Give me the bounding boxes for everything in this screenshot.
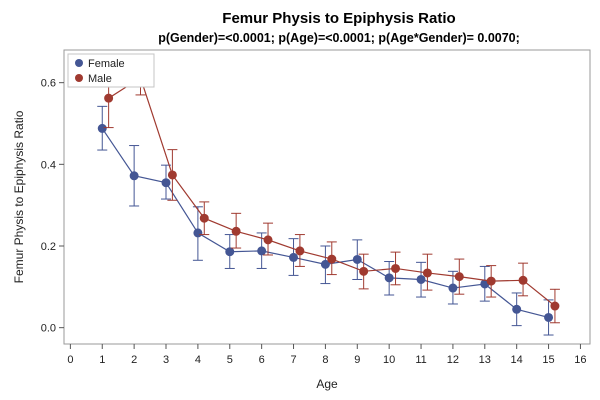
x-tick-label: 1 — [99, 354, 105, 366]
y-axis-title: Femur Physis to Epiphysis Ratio — [12, 110, 26, 283]
data-point — [97, 123, 107, 133]
data-point — [518, 275, 528, 285]
series-layer — [97, 59, 560, 336]
y-tick-label: 0.2 — [41, 241, 56, 253]
data-point — [422, 268, 432, 278]
data-point — [129, 171, 139, 181]
legend-label: Male — [88, 73, 112, 85]
x-tick-label: 9 — [354, 354, 360, 366]
chart-subtitle: p(Gender)=<0.0001; p(Age)=<0.0001; p(Age… — [158, 31, 520, 45]
data-point — [161, 178, 171, 188]
data-point — [384, 273, 394, 283]
y-axis: 0.0 0.2 0.4 0.6 — [41, 78, 64, 335]
x-tick-label: 15 — [542, 354, 554, 366]
data-point — [193, 228, 203, 238]
x-tick-label: 12 — [447, 354, 459, 366]
data-point — [454, 272, 464, 282]
data-point — [263, 235, 273, 245]
legend-label: Female — [88, 58, 125, 70]
x-tick-label: 14 — [511, 354, 523, 366]
data-point — [295, 246, 305, 256]
x-tick-label: 8 — [322, 354, 328, 366]
data-point — [391, 263, 401, 273]
series-male — [103, 59, 560, 324]
data-point — [320, 259, 330, 269]
y-tick-label: 0.0 — [41, 323, 56, 335]
data-point — [199, 213, 209, 223]
legend-marker — [75, 59, 83, 67]
chart-title: Femur Physis to Epiphysis Ratio — [222, 10, 455, 27]
y-tick-label: 0.4 — [41, 159, 56, 171]
data-point — [231, 226, 241, 236]
data-point — [225, 247, 235, 257]
data-point — [448, 283, 458, 293]
x-tick-label: 13 — [479, 354, 491, 366]
x-tick-label: 6 — [259, 354, 265, 366]
legend: Female Male — [67, 53, 155, 88]
data-point — [544, 312, 554, 322]
x-tick-label: 0 — [67, 354, 73, 366]
data-point — [486, 276, 496, 286]
series-line — [101, 128, 549, 319]
legend-marker — [75, 74, 83, 82]
x-axis: 0 1 2 3 4 5 6 7 8 9 10 11 12 13 14 15 16 — [67, 344, 587, 366]
data-point — [416, 274, 426, 284]
data-point — [167, 170, 177, 180]
x-tick-label: 10 — [383, 354, 395, 366]
data-point — [327, 254, 337, 264]
x-axis-title: Age — [316, 377, 338, 391]
data-point — [257, 246, 267, 256]
legend-box — [67, 53, 155, 88]
x-tick-label: 5 — [227, 354, 233, 366]
x-tick-label: 4 — [195, 354, 201, 366]
x-tick-label: 7 — [290, 354, 296, 366]
data-point — [104, 93, 114, 103]
data-point — [512, 304, 522, 314]
x-tick-label: 3 — [163, 354, 169, 366]
x-tick-label: 16 — [574, 354, 586, 366]
y-tick-label: 0.6 — [41, 78, 56, 90]
series-female — [97, 105, 554, 336]
data-point — [289, 252, 299, 262]
x-tick-label: 2 — [131, 354, 137, 366]
plot-frame — [63, 49, 591, 345]
data-point — [550, 301, 560, 311]
x-tick-label: 11 — [415, 354, 426, 366]
data-point — [359, 266, 369, 276]
data-point — [352, 254, 362, 264]
